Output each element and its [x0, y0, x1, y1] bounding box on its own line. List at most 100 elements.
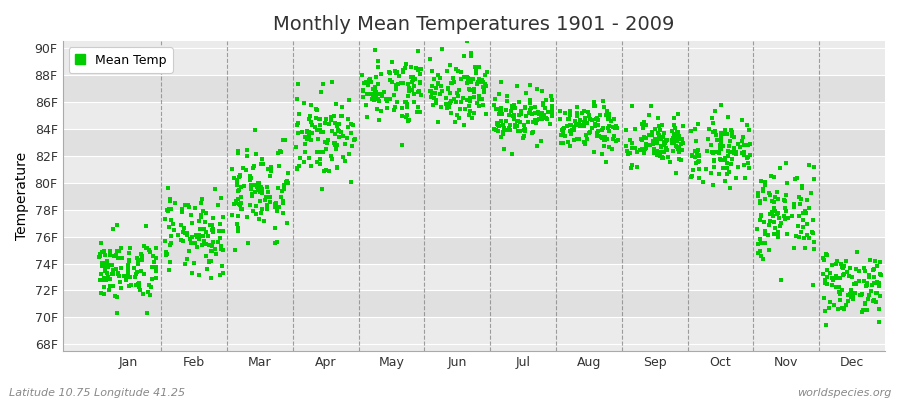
Point	[370, 106, 384, 112]
Point	[227, 174, 241, 181]
Point	[346, 122, 360, 128]
Point	[132, 257, 147, 264]
Point	[234, 184, 248, 190]
Point	[113, 279, 128, 286]
Point	[868, 299, 883, 305]
Point	[741, 154, 755, 160]
Point	[670, 111, 685, 117]
Point	[597, 137, 611, 143]
Point	[667, 130, 681, 137]
Point	[535, 88, 549, 94]
Point	[206, 214, 220, 221]
Point	[467, 89, 482, 96]
Point	[534, 138, 548, 144]
Point	[690, 147, 705, 154]
Point	[797, 235, 812, 241]
Point	[310, 126, 324, 133]
Point	[300, 129, 314, 135]
Point	[344, 120, 358, 127]
Point	[171, 232, 185, 238]
Point	[517, 133, 531, 139]
Point	[553, 108, 567, 114]
Point	[657, 130, 671, 136]
Point	[98, 277, 112, 284]
Point	[233, 194, 248, 200]
Point	[205, 239, 220, 246]
Point	[659, 138, 673, 144]
Point	[538, 96, 553, 103]
Point	[356, 72, 370, 78]
Point	[830, 258, 844, 264]
Point	[304, 119, 319, 125]
Point	[594, 134, 608, 140]
Point	[637, 146, 652, 152]
Point	[200, 266, 214, 272]
Point	[692, 165, 706, 172]
Bar	[62, 236, 885, 264]
Point	[269, 239, 284, 245]
Point	[742, 126, 756, 133]
Point	[312, 122, 327, 128]
Point	[497, 126, 511, 132]
Point	[719, 171, 733, 177]
Point	[328, 120, 342, 126]
Point	[497, 146, 511, 152]
Point	[867, 297, 881, 303]
Point	[249, 202, 264, 209]
Point	[675, 147, 689, 153]
Point	[400, 93, 415, 100]
Point	[335, 104, 349, 110]
Point	[93, 276, 107, 283]
Point	[526, 119, 540, 126]
Point	[561, 116, 575, 122]
Point	[426, 83, 440, 90]
Point	[731, 141, 745, 148]
Point	[104, 262, 119, 268]
Point	[371, 64, 385, 70]
Point	[773, 220, 788, 226]
Point	[706, 164, 721, 170]
Point	[762, 190, 777, 196]
Point	[646, 150, 661, 156]
Point	[735, 117, 750, 124]
Point	[133, 251, 148, 257]
Point	[858, 268, 872, 274]
Point	[655, 134, 670, 140]
Point	[292, 155, 307, 161]
Point	[474, 76, 489, 83]
Point	[753, 240, 768, 246]
Point	[122, 250, 136, 256]
Point	[276, 186, 291, 192]
Point	[433, 90, 447, 97]
Point	[630, 148, 644, 155]
Point	[261, 189, 275, 196]
Point	[456, 74, 471, 80]
Point	[718, 178, 733, 184]
Point	[142, 292, 157, 298]
Point	[410, 108, 424, 115]
Point	[650, 140, 664, 146]
Bar	[62, 156, 885, 183]
Point	[211, 202, 225, 208]
Point	[654, 155, 669, 161]
Point	[399, 98, 413, 105]
Point	[523, 100, 537, 106]
Point	[396, 67, 410, 73]
Point	[817, 257, 832, 264]
Point	[767, 198, 781, 205]
Point	[108, 266, 122, 272]
Point	[750, 226, 764, 232]
Point	[712, 170, 726, 177]
Point	[715, 156, 729, 163]
Point	[106, 267, 121, 274]
Point	[108, 293, 122, 299]
Point	[753, 253, 768, 259]
Point	[411, 66, 426, 72]
Point	[211, 239, 225, 245]
Point	[872, 283, 886, 290]
Point	[436, 88, 450, 94]
Point	[793, 201, 807, 207]
Point	[818, 322, 832, 328]
Point	[388, 103, 402, 110]
Point	[387, 107, 401, 113]
